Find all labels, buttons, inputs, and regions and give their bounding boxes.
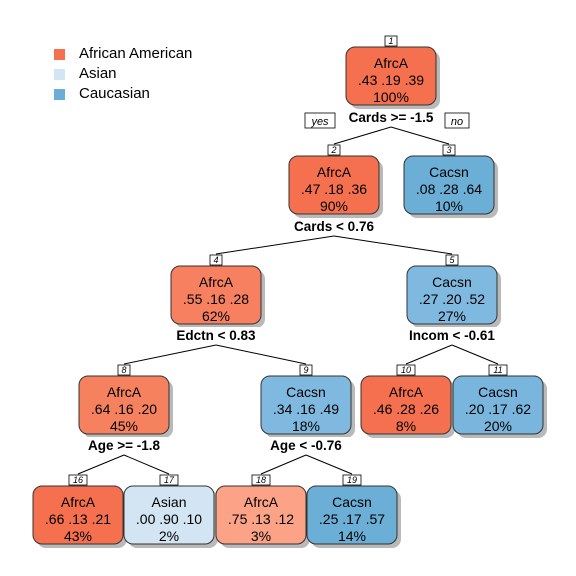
node-probabilities: .47 .18 .36	[301, 181, 367, 197]
edge-s8-16	[78, 455, 124, 474]
split-condition-s2: Cards < 0.76	[294, 219, 374, 234]
tree-node-17: 17 Asian.00 .90 .102%	[124, 475, 218, 548]
node-percent: 27%	[438, 308, 466, 324]
node-class-label: AfrcA	[199, 274, 234, 290]
no-label: no	[451, 116, 463, 128]
split-condition-s1: Cards >= -1.5	[349, 110, 434, 125]
edge-s9-19	[306, 455, 352, 474]
node-percent: 45%	[110, 418, 138, 434]
node-probabilities: .27 .20 .52	[419, 291, 485, 307]
node-probabilities: .00 .90 .10	[136, 511, 202, 527]
node-id: 8	[121, 365, 126, 375]
edge-s8-17	[124, 455, 169, 474]
tree-node-5: 5Cacsn.27 .20 .5227%	[407, 255, 501, 328]
node-id: 2	[330, 145, 336, 155]
node-class-label: AfrcA	[107, 384, 142, 400]
node-id: 18	[256, 475, 266, 485]
node-class-label: AfrcA	[317, 164, 352, 180]
edge-s9-18	[261, 455, 306, 474]
split-condition-s5: Incom < -0.61	[409, 328, 495, 343]
node-percent: 90%	[320, 198, 348, 214]
node-probabilities: .55 .16 .28	[183, 291, 249, 307]
node-probabilities: .25 .17 .57	[319, 511, 385, 527]
node-class-label: Cacsn	[286, 384, 326, 400]
node-percent: 14%	[338, 528, 366, 544]
node-id: 10	[401, 365, 411, 375]
edge-s4-8	[124, 345, 216, 364]
tree-node-10: 10 AfrcA.46 .28 .268%	[361, 365, 455, 438]
node-probabilities: .08 .28 .64	[416, 181, 482, 197]
node-probabilities: .43 .19 .39	[358, 72, 424, 88]
node-probabilities: .64 .16 .20	[91, 401, 157, 417]
node-class-label: AfrcA	[374, 55, 409, 71]
tree-node-18: 18 AfrcA.75 .13 .123%	[216, 475, 310, 548]
node-percent: 62%	[202, 308, 230, 324]
node-percent: 20%	[484, 418, 512, 434]
node-class-label: AfrcA	[389, 384, 424, 400]
node-class-label: Cacsn	[332, 494, 372, 510]
node-id: 1	[388, 36, 393, 46]
split-condition-s4: Edctn < 0.83	[176, 328, 256, 343]
tree-node-19: 19 Cacsn.25 .17 .5714%	[307, 475, 401, 548]
split-condition-s8: Age >= -1.8	[88, 438, 161, 453]
edge-s2-4	[216, 236, 334, 254]
node-percent: 100%	[373, 89, 409, 105]
node-probabilities: .75 .13 .12	[228, 511, 294, 527]
edge-s2-5	[334, 236, 452, 254]
edge-s5-11	[452, 345, 498, 364]
node-class-label: AfrcA	[61, 494, 96, 510]
node-percent: 43%	[64, 528, 92, 544]
node-id: 4	[213, 255, 218, 265]
tree-node-9: 9 Cacsn.34 .16 .4918%	[261, 365, 355, 438]
edge-s5-10	[406, 345, 452, 364]
node-percent: 10%	[435, 198, 463, 214]
node-probabilities: .66 .13 .21	[45, 511, 111, 527]
node-id: 3	[446, 145, 451, 155]
node-id: 17	[164, 475, 175, 485]
node-percent: 8%	[396, 418, 416, 434]
yes-label: yes	[310, 116, 329, 128]
node-probabilities: .46 .28 .26	[373, 401, 439, 417]
node-class-label: AfrcA	[244, 494, 279, 510]
node-percent: 3%	[251, 528, 271, 544]
node-class-label: Cacsn	[432, 274, 472, 290]
node-class-label: Cacsn	[429, 164, 469, 180]
node-id: 19	[347, 475, 357, 485]
node-percent: 18%	[292, 418, 320, 434]
node-class-label: Asian	[151, 494, 186, 510]
node-class-label: Cacsn	[478, 384, 518, 400]
edge-s1-2	[334, 127, 391, 144]
node-probabilities: .20 .17 .62	[465, 401, 531, 417]
node-id: 16	[73, 475, 83, 485]
node-percent: 2%	[159, 528, 179, 544]
node-id: 9	[303, 365, 308, 375]
edge-s1-3	[391, 127, 449, 144]
split-condition-s9: Age < -0.76	[270, 438, 342, 453]
edge-s4-9	[216, 345, 306, 364]
node-id: 11	[493, 365, 502, 375]
node-probabilities: .34 .16 .49	[273, 401, 339, 417]
